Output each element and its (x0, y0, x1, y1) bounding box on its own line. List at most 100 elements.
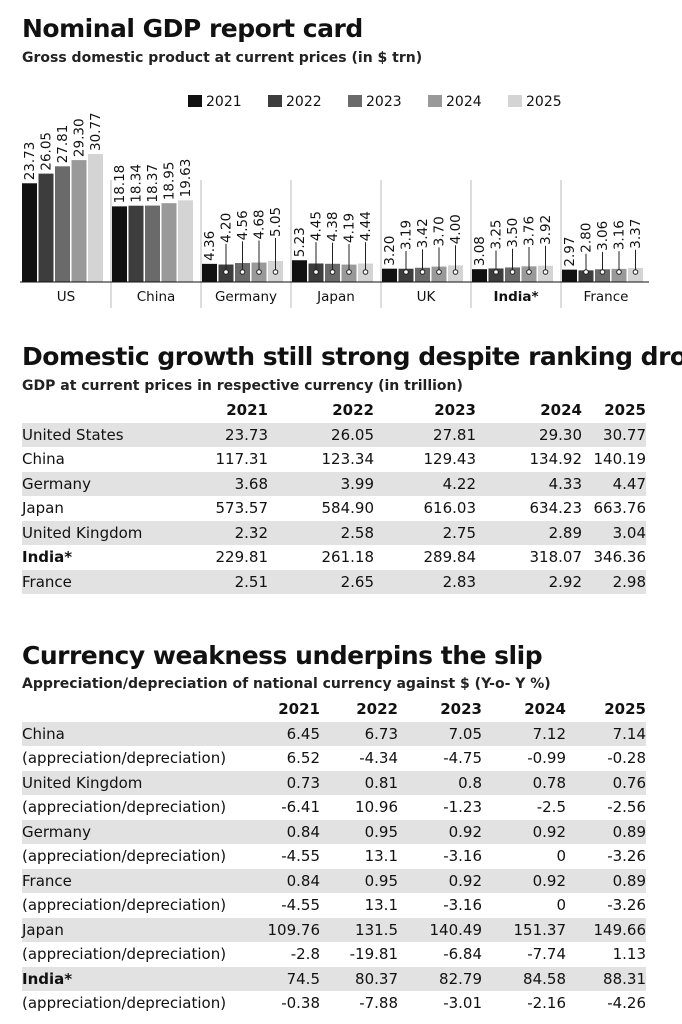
growth-table-title: Domestic growth still strong despite ran… (22, 342, 682, 371)
currency-table-subtitle: Appreciation/depreciation of national cu… (22, 676, 551, 692)
cell-value: 4.47 (582, 471, 646, 496)
data-label: 3.76 (522, 216, 538, 246)
bar (71, 160, 87, 282)
legend-swatch (268, 95, 282, 107)
cell-value: -4.55 (281, 896, 320, 914)
cell-value: 0.92 (398, 819, 482, 844)
table-header-row: 2021 2022 2023 2024 2025 (22, 398, 646, 423)
label-dot (583, 269, 589, 275)
cell-value: -0.38 (281, 994, 320, 1012)
data-label: 18.37 (145, 164, 161, 203)
table-row: China 6.45 6.73 7.05 7.12 7.14 (22, 721, 646, 746)
cell-value: -3.16 (443, 847, 482, 865)
cell-value: 0.81 (320, 770, 398, 795)
cell-value: 0.84 (260, 868, 320, 893)
bar (382, 268, 397, 282)
currency-table: 2021 2022 2023 2024 2025 China 6.45 6.73 7.05 7.1… (22, 697, 646, 1016)
data-label: 4.36 (202, 231, 218, 261)
cell-value: 29.30 (476, 422, 582, 447)
data-label: 4.45 (309, 211, 325, 241)
data-label: 3.08 (472, 236, 488, 266)
label-dot (493, 269, 499, 275)
row-label: (appreciation/depreciation) (22, 798, 227, 816)
row-label: Germany (22, 819, 260, 844)
bar (55, 166, 70, 282)
data-label: 18.95 (162, 162, 178, 201)
label-dot (542, 269, 549, 275)
cell-value: -2.8 (290, 945, 320, 963)
cell-value: -6.84 (443, 945, 482, 963)
cell-value: 0.89 (566, 819, 646, 844)
header-blank (22, 398, 204, 423)
year-header: 2022 (332, 401, 374, 419)
row-label: (appreciation/depreciation) (22, 896, 227, 914)
cell-value: 616.03 (423, 499, 477, 517)
cell-value: 261.18 (321, 548, 375, 566)
table-row: (appreciation/depreciation) -6.41 10.96 -1.… (22, 795, 646, 820)
data-label: 3.92 (538, 215, 554, 245)
cell-value: 0.84 (260, 819, 320, 844)
category-label: UK (417, 289, 437, 305)
cell-value: -3.16 (443, 896, 482, 914)
data-label: 29.30 (72, 118, 88, 157)
cell-value: 2.32 (204, 520, 268, 545)
cell-value: 13.1 (364, 896, 398, 914)
cell-value: -7.74 (527, 945, 566, 963)
bar (88, 153, 103, 282)
label-dot (452, 269, 459, 275)
cell-value: 2.92 (476, 569, 582, 594)
cell-value: 26.05 (268, 422, 374, 447)
cell-value: 123.34 (321, 450, 375, 468)
data-label: 4.20 (219, 213, 235, 243)
cell-value: -19.81 (349, 945, 398, 963)
table-row: India* 74.5 80.37 82.79 84.58 88.31 (22, 966, 646, 991)
cell-value: -7.88 (359, 994, 398, 1012)
label-dot (599, 269, 606, 275)
cell-value: -4.75 (443, 749, 482, 767)
year-header: 2025 (604, 700, 646, 718)
year-header: 2022 (356, 700, 398, 718)
cell-value: 131.5 (320, 917, 398, 942)
cell-value: 84.58 (482, 966, 566, 991)
label-dot (362, 269, 369, 275)
legend-swatch (508, 95, 522, 107)
bar (178, 200, 193, 282)
data-label: 3.19 (399, 220, 415, 250)
data-label: 23.73 (22, 142, 38, 181)
year-header: 2024 (540, 401, 582, 419)
bar (22, 183, 37, 282)
cell-value: 30.77 (582, 422, 646, 447)
cell-value: 346.36 (593, 548, 647, 566)
cell-value: 151.37 (482, 917, 566, 942)
cell-value: 0.73 (260, 770, 320, 795)
cell-value: 88.31 (566, 966, 646, 991)
row-label: France (22, 569, 204, 594)
cell-value: 2.98 (582, 569, 646, 594)
bar (415, 267, 430, 282)
row-label: United Kingdom (22, 520, 204, 545)
cell-value: 27.81 (374, 422, 476, 447)
cell-value: -0.99 (527, 749, 566, 767)
row-label: United States (22, 422, 204, 447)
row-label: (appreciation/depreciation) (22, 994, 227, 1012)
category-label: Germany (215, 289, 277, 305)
data-label: 4.56 (235, 210, 251, 240)
data-label: 5.05 (268, 207, 284, 237)
cell-value: 3.99 (268, 471, 374, 496)
year-header: 2023 (434, 401, 476, 419)
gdp-bar-chart: 2021 2022 2023 2024 2025 23.73 26.05 27.81 29.30… (20, 94, 649, 308)
data-label: 2.97 (562, 237, 578, 267)
label-dot (616, 269, 622, 275)
bar (202, 263, 217, 282)
label-dot (346, 269, 352, 275)
row-label: (appreciation/depreciation) (22, 749, 227, 767)
data-label: 3.06 (595, 221, 611, 251)
cell-value: 7.05 (398, 721, 482, 746)
data-label: 3.16 (612, 220, 628, 250)
table-row: Japan 109.76 131.5 140.49 151.37 149.66 (22, 917, 646, 942)
legend-label: 2021 (206, 94, 242, 110)
row-label: China (22, 450, 65, 468)
cell-value: 2.89 (476, 520, 582, 545)
legend-swatch (188, 95, 202, 107)
cell-value: 6.45 (260, 721, 320, 746)
